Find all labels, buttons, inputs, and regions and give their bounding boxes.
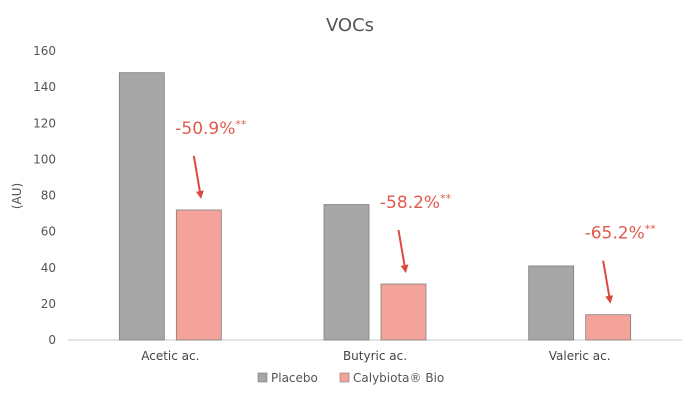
annotation-significance: ** bbox=[440, 192, 452, 205]
category-label: Valeric ac. bbox=[549, 349, 611, 363]
bars bbox=[118, 72, 632, 341]
bar-calybiota-2 bbox=[380, 283, 427, 341]
annotation-significance: ** bbox=[645, 223, 657, 236]
y-tick-label: 20 bbox=[41, 297, 56, 311]
bar-calybiota-1 bbox=[175, 209, 222, 341]
category-labels: Acetic ac. Butyric ac. Valeric ac. bbox=[141, 349, 610, 363]
legend-swatch-calybiota bbox=[339, 372, 350, 383]
y-axis-label: (AU) bbox=[10, 183, 24, 209]
y-tick-label: 120 bbox=[33, 116, 56, 130]
y-tick-label: 0 bbox=[48, 333, 56, 347]
y-tick-label: 80 bbox=[41, 189, 56, 203]
legend-swatch-placebo bbox=[257, 372, 268, 383]
annotation-label: -50.9%** bbox=[175, 118, 247, 139]
annotation-label: -65.2%** bbox=[585, 223, 657, 244]
y-tick-label: 140 bbox=[33, 80, 56, 94]
bar-calybiota-3 bbox=[585, 314, 632, 341]
annotations: -50.9%** -58.2%** -65.2%** bbox=[175, 118, 657, 304]
legend-label: Placebo bbox=[271, 371, 318, 385]
category-label: Butyric ac. bbox=[343, 349, 407, 363]
y-tick-label: 100 bbox=[33, 152, 56, 166]
category-label: Acetic ac. bbox=[141, 349, 199, 363]
legend: Placebo Calybiota® Bio bbox=[257, 371, 444, 385]
y-tick-label: 40 bbox=[41, 261, 56, 275]
annotation-label: -58.2%** bbox=[380, 192, 452, 213]
annotation-arrow bbox=[602, 260, 614, 304]
y-axis-ticks: 0 20 40 60 80 100 120 140 160 bbox=[33, 44, 56, 347]
annotation-arrow bbox=[192, 155, 204, 199]
chart-title: VOCs bbox=[326, 15, 374, 36]
bar-placebo-3 bbox=[528, 265, 575, 341]
bar-placebo-1 bbox=[118, 72, 165, 341]
legend-label: Calybiota® Bio bbox=[353, 371, 444, 385]
annotation-arrow bbox=[397, 229, 409, 273]
y-tick-label: 160 bbox=[33, 44, 56, 58]
bar-placebo-2 bbox=[323, 204, 370, 341]
y-tick-label: 60 bbox=[41, 225, 56, 239]
annotation-significance: ** bbox=[235, 118, 247, 131]
